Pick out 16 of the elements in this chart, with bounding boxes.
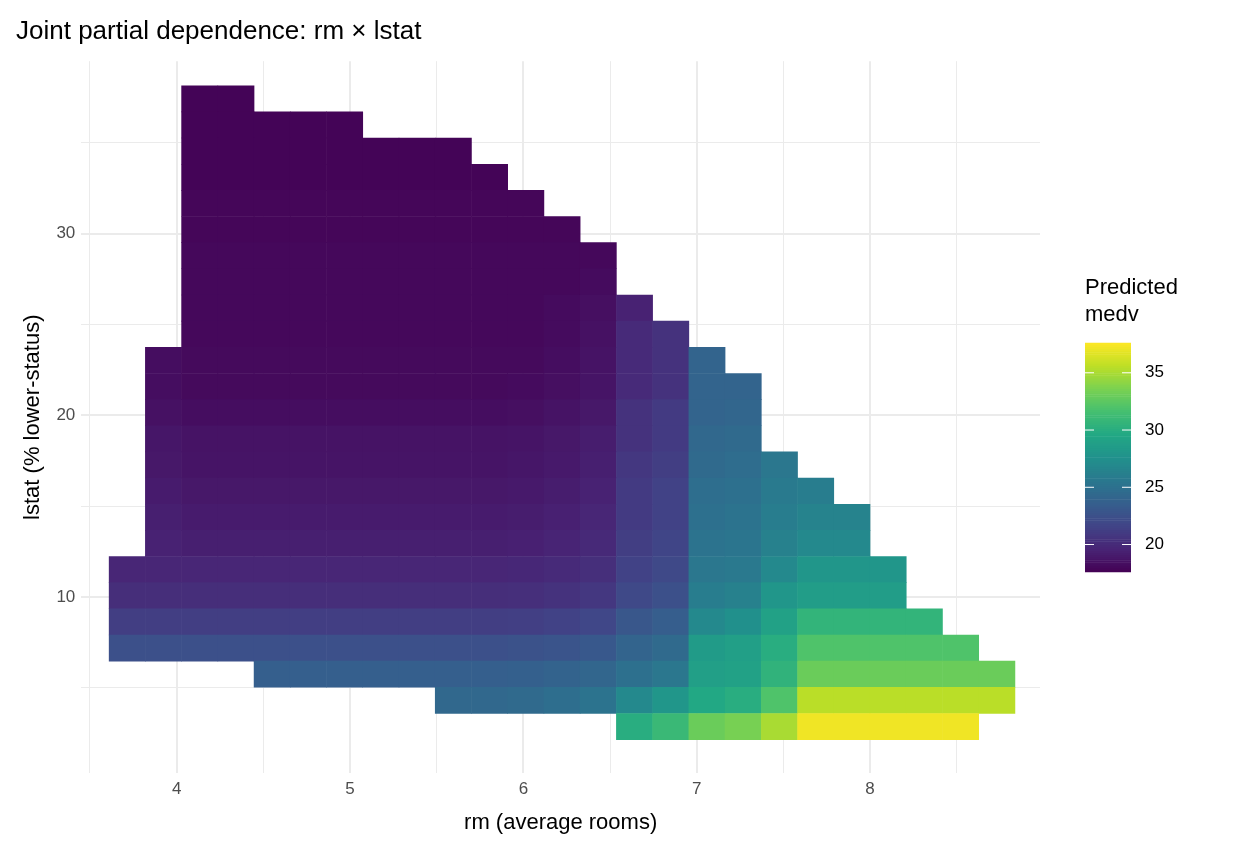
y-axis-title: lstat (% lower-status) (19, 314, 45, 520)
chart-title: Joint partial dependence: rm × lstat (16, 14, 423, 45)
x-tick-label: 7 (692, 779, 702, 799)
x-tick-label: 5 (345, 779, 355, 799)
color-bar-label: 20 (1145, 534, 1164, 554)
legend-title: Predicted medv (1085, 274, 1178, 326)
color-bar-label: 25 (1145, 476, 1164, 496)
y-tick-label: 20 (56, 405, 76, 425)
y-tick-label: 10 (56, 586, 76, 606)
color-bar-label: 35 (1145, 362, 1164, 382)
x-tick-label: 6 (518, 779, 529, 799)
color-bar-label: 30 (1145, 419, 1164, 439)
y-tick-label: 30 (56, 223, 76, 243)
x-tick-label: 4 (171, 779, 182, 799)
x-tick-label: 8 (865, 779, 875, 799)
x-axis-title: rm (average rooms) (464, 808, 658, 834)
